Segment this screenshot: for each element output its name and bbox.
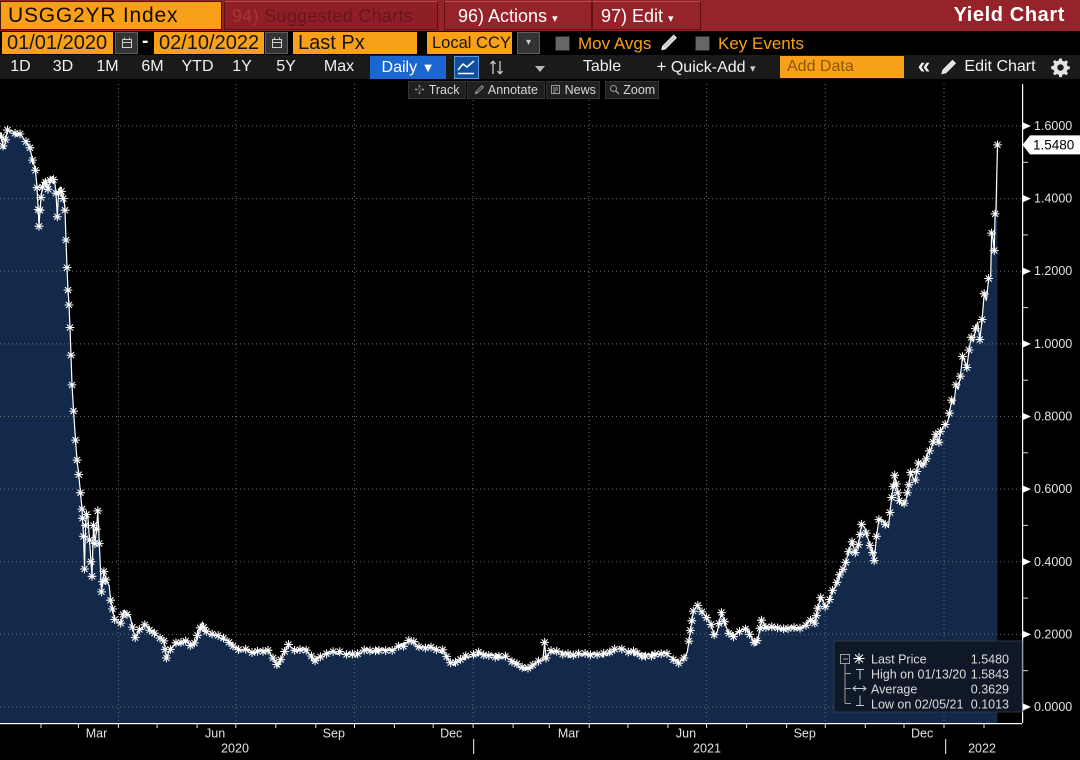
svg-text:Dec: Dec <box>440 727 462 741</box>
svg-text:1.5480: 1.5480 <box>1033 137 1074 152</box>
svg-text:1.4000: 1.4000 <box>1034 192 1072 206</box>
svg-text:2020: 2020 <box>221 742 249 756</box>
svg-text:Average: Average <box>871 683 917 697</box>
svg-text:0.3629: 0.3629 <box>971 683 1009 697</box>
svg-text:Sep: Sep <box>323 727 345 741</box>
svg-text:1.5480: 1.5480 <box>971 653 1009 667</box>
svg-text:0.6000: 0.6000 <box>1034 482 1072 496</box>
svg-text:Jun: Jun <box>676 727 696 741</box>
svg-text:0.2000: 0.2000 <box>1034 627 1072 641</box>
svg-text:Jun: Jun <box>205 727 225 741</box>
svg-text:Sep: Sep <box>794 727 816 741</box>
svg-text:Mar: Mar <box>558 727 580 741</box>
svg-text:2022: 2022 <box>968 742 996 756</box>
svg-text:Dec: Dec <box>911 727 933 741</box>
svg-text:Low on 02/05/21: Low on 02/05/21 <box>871 698 963 712</box>
svg-text:0.8000: 0.8000 <box>1034 410 1072 424</box>
svg-text:1.2000: 1.2000 <box>1034 264 1072 278</box>
svg-text:1.0000: 1.0000 <box>1034 337 1072 351</box>
svg-text:Mar: Mar <box>86 727 108 741</box>
svg-text:0.0000: 0.0000 <box>1034 700 1072 714</box>
svg-text:1.5843: 1.5843 <box>971 668 1009 682</box>
svg-text:0.1013: 0.1013 <box>971 698 1009 712</box>
svg-text:2021: 2021 <box>693 742 721 756</box>
svg-text:High on 01/13/20: High on 01/13/20 <box>871 668 966 682</box>
svg-text:Last Price: Last Price <box>871 653 927 667</box>
svg-text:0.4000: 0.4000 <box>1034 555 1072 569</box>
svg-text:1.6000: 1.6000 <box>1034 119 1072 133</box>
